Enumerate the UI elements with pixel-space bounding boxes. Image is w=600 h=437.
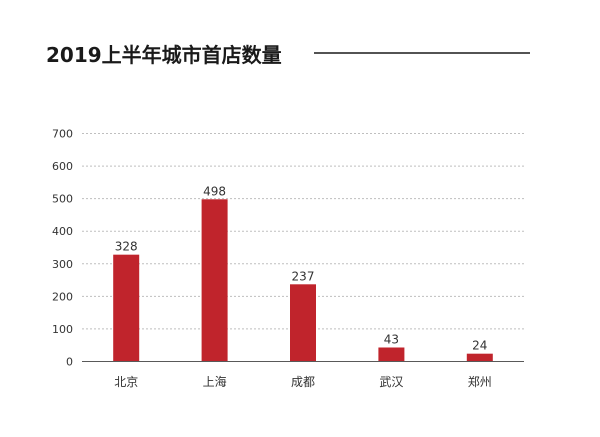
y-tick-label: 400 [52,225,73,238]
x-tick-label: 郑州 [468,374,492,389]
x-tick-label: 北京 [114,375,138,389]
data-label: 24 [472,339,487,353]
bars [113,199,493,362]
y-tick-label: 100 [52,323,73,336]
y-tick-label: 700 [52,128,73,141]
data-label: 328 [115,240,138,254]
y-axis-tick-labels: 0 100 200 300 400 500 600 700 [52,128,73,369]
x-tick-label: 武汉 [379,375,403,389]
x-axis-tick-labels: 北京 上海 成都 武汉 郑州 [114,374,492,389]
x-tick-label: 成都 [291,375,315,389]
y-tick-label: 500 [52,193,73,206]
bar [113,254,140,362]
data-label: 237 [292,269,315,283]
y-tick-label: 0 [66,356,73,369]
x-tick-label: 上海 [203,374,227,389]
chart-title: 2019上半年城市首店数量 [46,43,282,67]
data-labels: 328 498 237 43 24 [115,184,488,352]
data-label: 43 [384,332,399,346]
bar [201,199,228,362]
bar [466,353,493,362]
y-tick-label: 600 [52,160,73,173]
y-tick-label: 300 [52,258,73,271]
y-tick-label: 200 [52,290,73,303]
bar [290,284,316,362]
bar [378,347,405,362]
data-label: 498 [203,184,226,198]
